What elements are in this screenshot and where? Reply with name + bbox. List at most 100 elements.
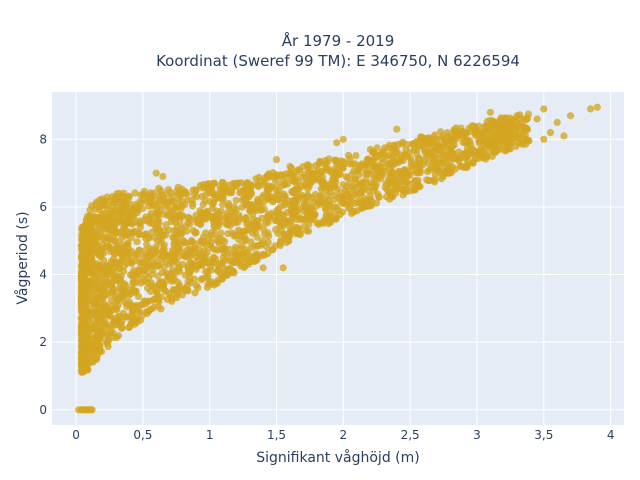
data-point [132,200,140,209]
data-point [464,139,472,147]
data-point [153,207,161,215]
data-point [407,155,415,163]
data-point [112,334,120,342]
data-point [99,221,107,229]
data-point [140,247,148,255]
data-point [106,247,114,255]
data-point [187,259,195,267]
data-point [371,163,379,171]
data-point [280,201,289,209]
data-point [540,105,548,113]
data-point [428,138,436,146]
data-point [210,179,218,187]
data-point [128,208,136,216]
data-point [295,166,304,174]
data-point [342,186,350,194]
data-point [156,278,164,286]
data-point [104,324,112,332]
data-point [120,203,129,211]
data-point [398,140,406,148]
data-point [126,200,134,208]
data-point [291,223,299,231]
data-point [91,275,99,283]
data-point [274,230,282,238]
x-tick-label: 0 [72,428,80,442]
data-point [216,185,224,194]
data-point [393,125,401,133]
data-point [485,134,493,143]
data-point [416,159,424,167]
data-point [275,196,283,204]
data-point [401,150,409,159]
data-point [107,260,115,268]
data-point [374,193,383,201]
data-point [339,164,347,172]
data-point [277,221,285,229]
data-point [316,158,324,166]
data-point [405,180,413,188]
data-point [218,178,226,186]
data-point [158,191,166,199]
data-point [239,227,247,235]
data-point [88,202,96,210]
data-point [82,266,90,274]
data-point [455,154,464,162]
x-tick-label: 2,5 [401,428,420,442]
data-point [163,201,171,209]
data-point [482,155,490,163]
data-point [269,193,277,201]
data-point [350,208,358,216]
data-point [119,245,127,253]
data-point [363,155,372,163]
data-point [263,243,271,251]
data-point [516,120,524,129]
data-point [179,236,187,245]
data-point [243,220,251,228]
data-point [438,158,446,166]
data-point [155,184,163,192]
data-point [112,206,120,214]
data-point [372,180,380,188]
data-point [139,252,147,260]
data-point [100,233,108,241]
data-point [146,219,154,227]
data-point [314,198,323,207]
data-point [119,309,127,317]
y-tick-label: 8 [39,132,47,146]
data-point [133,277,141,285]
data-point [435,167,443,175]
data-point [198,184,207,192]
data-point [213,235,221,244]
chart-subtitle: Koordinat (Sweref 99 TM): E 346750, N 62… [156,52,520,70]
data-point [104,218,112,226]
data-point [158,269,166,277]
data-point [160,249,168,257]
data-point [486,116,494,124]
data-point [79,241,87,249]
data-point [385,151,393,159]
data-point [386,195,394,203]
data-point [451,165,459,173]
data-point [259,264,267,272]
data-point [274,205,282,213]
data-point [203,283,211,291]
data-point [324,192,332,200]
data-point [92,243,100,251]
data-point [513,112,521,120]
data-point [247,238,255,246]
data-point [181,223,189,231]
data-point [135,247,143,255]
data-point [395,150,403,158]
data-point [237,252,245,260]
data-point [186,274,194,282]
data-point [207,238,215,246]
data-point [155,261,163,269]
data-point [368,197,376,205]
data-point [116,275,124,283]
data-point [135,265,143,273]
data-point [225,181,233,189]
data-point [134,292,143,301]
data-point [200,238,208,246]
data-point [176,268,184,276]
data-point [211,190,219,198]
